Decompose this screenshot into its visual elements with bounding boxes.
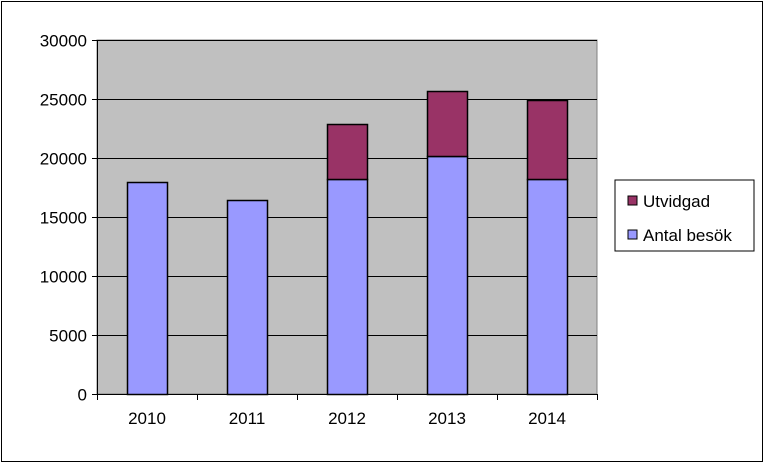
x-tick-label: 2014 <box>528 409 566 428</box>
x-tick-label: 2012 <box>328 409 366 428</box>
y-tick-label: 30000 <box>40 32 87 51</box>
legend: Utvidgad Antal besök <box>614 179 755 252</box>
bar-utvidgad-2012 <box>326 123 369 181</box>
y-tick-label: 10000 <box>40 268 87 287</box>
y-tick-label: 20000 <box>40 150 87 169</box>
legend-label-utvidgad: Utvidgad <box>643 192 710 211</box>
bar-utvidgad-2013 <box>426 90 469 158</box>
bar-antal-besok-2014 <box>526 178 569 396</box>
bar-antal-besok-2013 <box>426 155 469 396</box>
bar-utvidgad-2014 <box>526 99 569 181</box>
y-tick-label: 0 <box>78 386 87 405</box>
legend-label-antal-besok: Antal besök <box>643 226 732 245</box>
y-tick-label: 15000 <box>40 209 87 228</box>
legend-swatch-utvidgad <box>627 195 638 206</box>
x-tick-label: 2013 <box>428 409 466 428</box>
bar-antal-besok-2010 <box>126 181 169 396</box>
bar-antal-besok-2011 <box>226 199 269 396</box>
legend-box <box>614 179 755 252</box>
bar-antal-besok-2012 <box>326 178 369 396</box>
bars <box>126 90 569 396</box>
x-tick-label: 2011 <box>229 409 266 428</box>
x-tick-label: 2010 <box>128 409 166 428</box>
legend-swatch-antal-besok <box>627 229 638 240</box>
y-tick-label: 25000 <box>40 91 87 110</box>
y-tick-label: 5000 <box>49 327 87 346</box>
